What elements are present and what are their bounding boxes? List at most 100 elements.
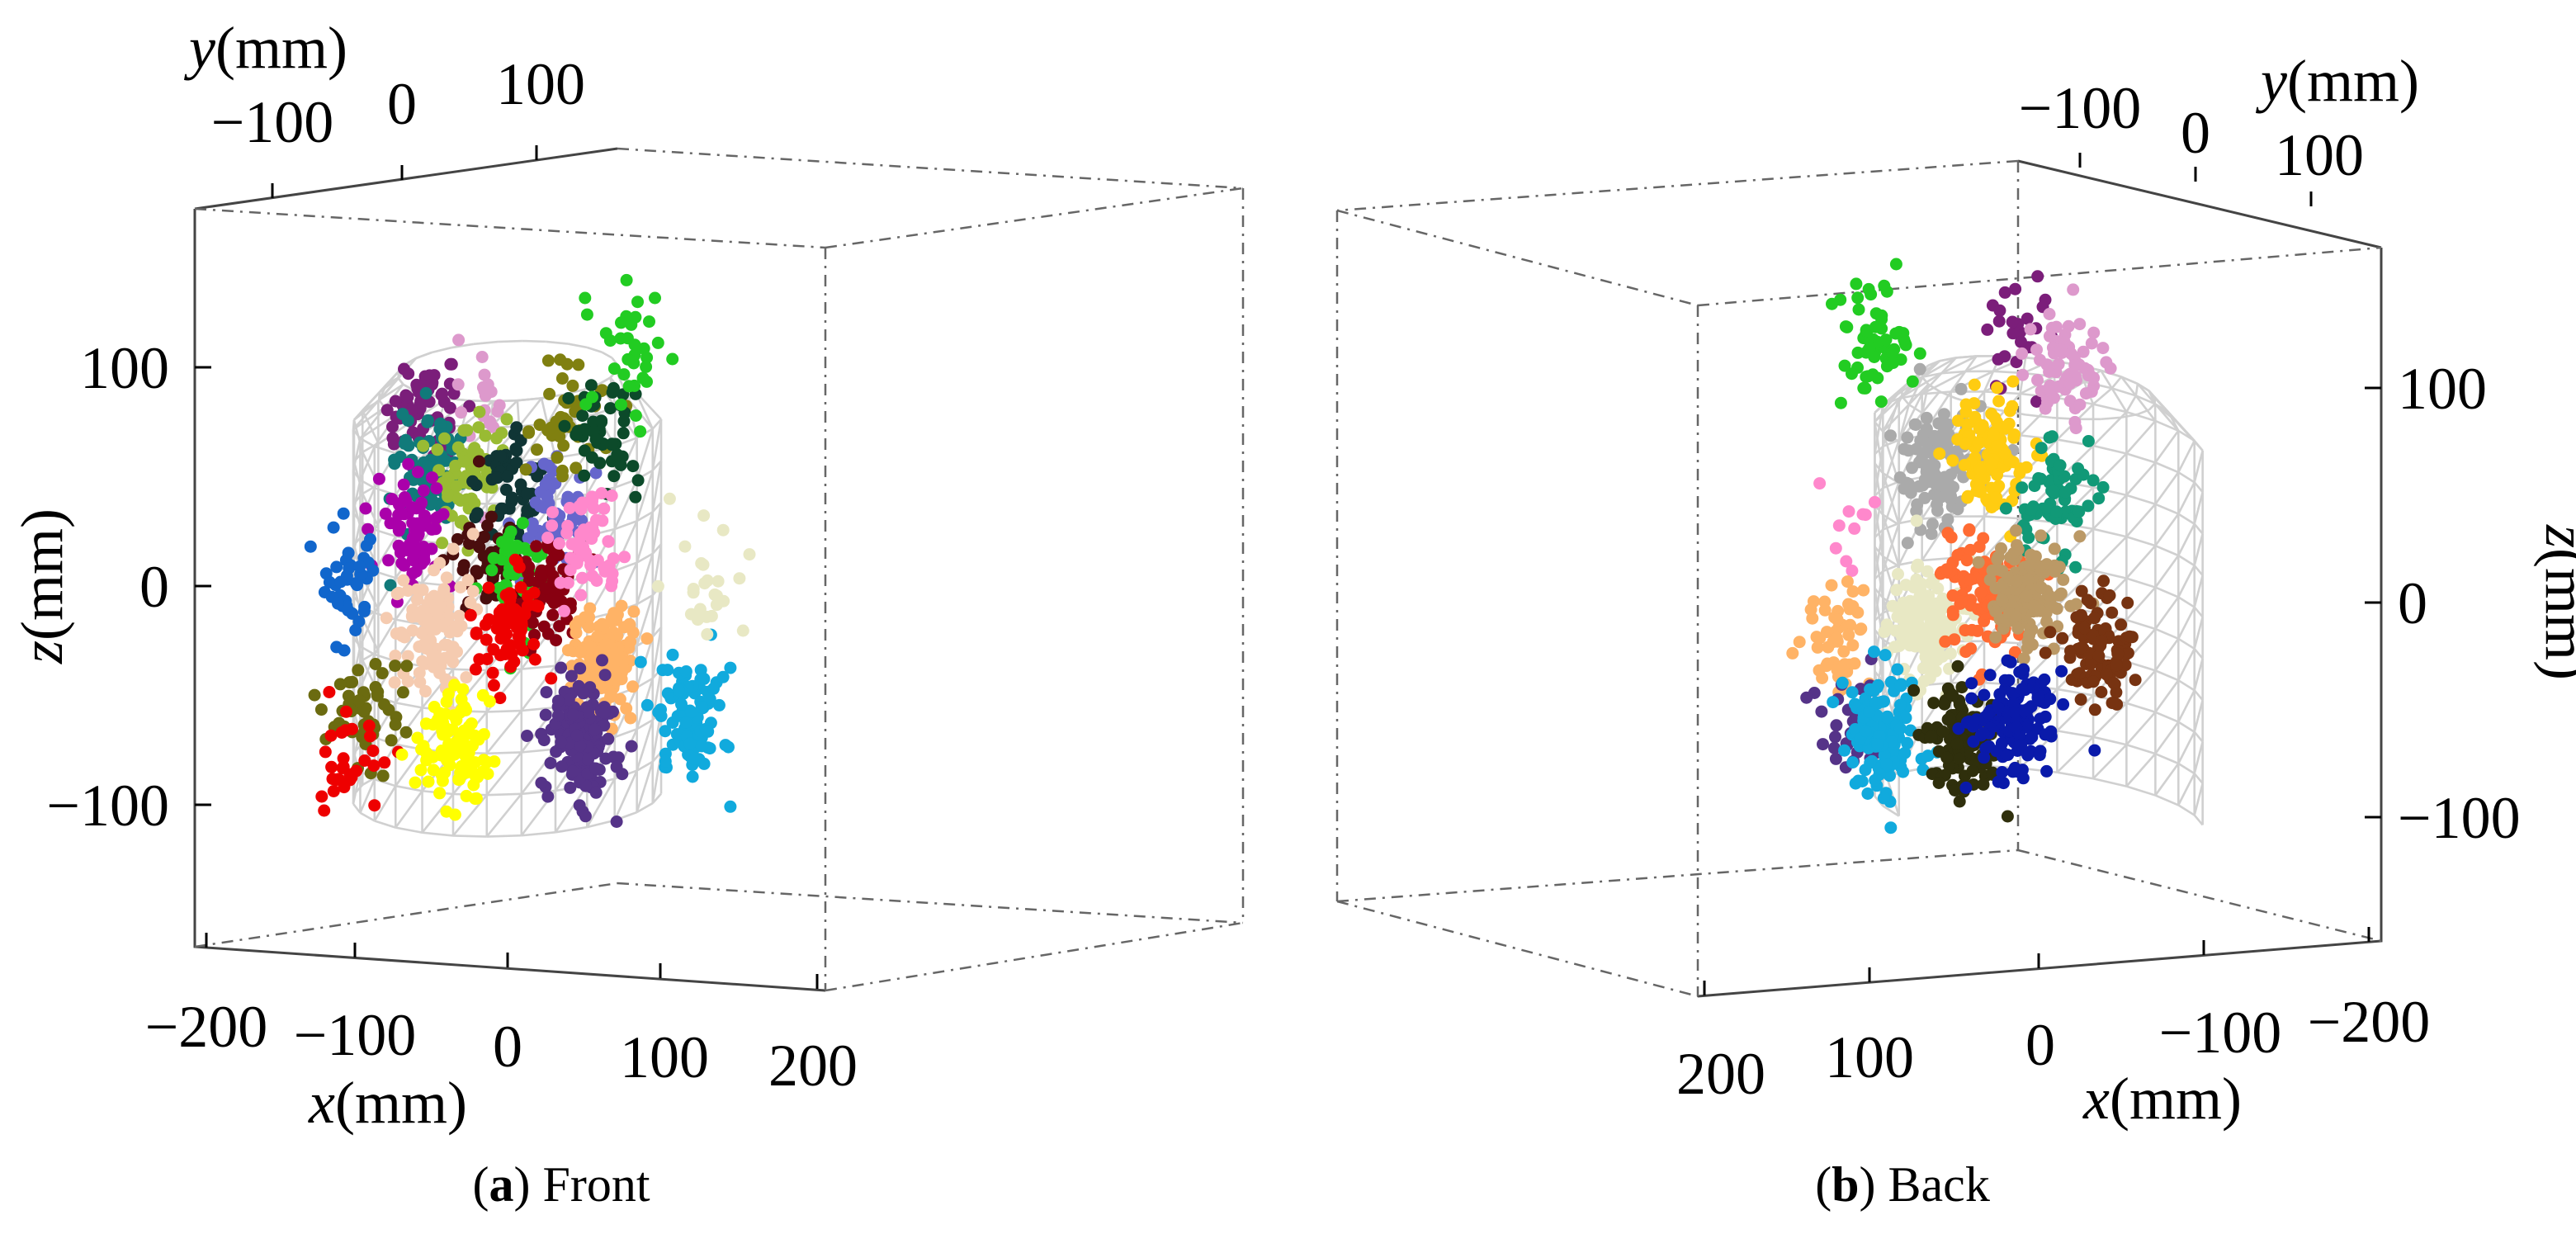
data-point (621, 332, 634, 345)
data-point (2056, 631, 2069, 645)
mesh-edge (2092, 536, 2128, 572)
mesh-edge (521, 706, 556, 712)
mesh-edge (1874, 529, 1884, 579)
data-point (701, 574, 714, 587)
data-point (695, 740, 708, 753)
data-point (598, 502, 611, 515)
data-point (607, 470, 621, 483)
data-point (522, 426, 536, 439)
data-point (537, 734, 551, 747)
data-point (2006, 327, 2020, 340)
data-point (693, 603, 707, 616)
data-point (683, 737, 697, 750)
data-point (2035, 581, 2048, 594)
data-point (615, 599, 628, 612)
data-point (446, 723, 459, 736)
x-axis-var: x (308, 1070, 335, 1136)
mesh-edge (1874, 462, 1884, 475)
data-point (2003, 404, 2016, 418)
data-point (389, 650, 402, 662)
data-point (612, 751, 625, 764)
data-point (549, 595, 562, 608)
mesh-edge (1908, 404, 1923, 414)
data-point (499, 589, 513, 602)
data-point (1953, 752, 1966, 765)
mesh-edge (1927, 383, 1940, 393)
mesh-edge (1898, 372, 1942, 400)
data-point (736, 624, 749, 637)
data-point (575, 571, 588, 584)
data-point (626, 680, 639, 693)
data-point (2111, 647, 2125, 660)
mesh-edge (1874, 421, 1884, 474)
y-axis-unit: (mm) (215, 15, 347, 81)
data-point (2016, 481, 2029, 494)
mesh-edge (2193, 450, 2204, 483)
mesh-edge (2092, 387, 2113, 405)
data-point (357, 604, 371, 617)
data-point (494, 692, 507, 705)
data-point (1940, 751, 1954, 764)
mesh-edge (636, 801, 654, 814)
data-point (1926, 730, 1938, 743)
mesh-edge (359, 811, 376, 822)
data-point (376, 667, 389, 680)
data-point (527, 638, 541, 650)
data-point (1829, 541, 1842, 555)
mesh-edge (1921, 372, 1943, 395)
data-point (452, 493, 465, 506)
data-point (1817, 738, 1829, 751)
data-point (1951, 660, 1964, 673)
z-tick-label: 100 (80, 335, 169, 401)
data-point (717, 594, 730, 608)
mesh-edge (359, 446, 376, 481)
data-point (1793, 636, 1806, 649)
data-point (384, 517, 397, 530)
panel-front-y-ticks: −100 0 100 (211, 51, 585, 198)
data-point (2025, 504, 2038, 517)
data-point (364, 532, 376, 546)
data-point (707, 682, 720, 695)
z-axis-var: z (2533, 524, 2576, 548)
data-point (703, 693, 716, 706)
data-point (1864, 683, 1877, 696)
data-point (1874, 395, 1888, 409)
data-point (1846, 565, 1859, 577)
data-point (1960, 554, 1973, 567)
data-point (2048, 391, 2060, 404)
panel-front-x-axis-label: x(mm) (308, 1070, 467, 1136)
data-point (380, 612, 393, 625)
panel-back-caption: (b) Back (1815, 1157, 1990, 1212)
data-point (1884, 675, 1898, 688)
panel-back: 100 0 −100 z(mm) 200 100 0 −100 −200 x(m… (1335, 48, 2576, 1212)
data-point (1993, 304, 2006, 317)
data-point (2064, 347, 2077, 360)
mesh-edge (2193, 741, 2204, 774)
data-point (1834, 396, 1847, 409)
data-point (389, 718, 402, 731)
mesh-edge (2134, 395, 2157, 422)
data-point (411, 466, 424, 479)
data-point (1913, 362, 1926, 376)
data-point (337, 507, 350, 520)
data-point (334, 575, 347, 589)
z-axis-var: z (9, 641, 75, 664)
data-point (2004, 655, 2017, 669)
data-point (1990, 439, 2003, 452)
data-point (1816, 672, 1829, 684)
data-point (1786, 646, 1799, 660)
data-point (1848, 522, 1861, 535)
data-point (415, 626, 428, 640)
data-point (332, 597, 344, 610)
data-point (2018, 704, 2030, 717)
data-point (554, 353, 567, 366)
data-point (629, 490, 642, 504)
data-point (500, 611, 513, 624)
data-point (414, 675, 427, 688)
mesh-edge (636, 511, 654, 522)
data-point (1996, 766, 2009, 778)
mesh-edge (2135, 395, 2156, 405)
data-point (1936, 726, 1950, 738)
data-point (2110, 686, 2123, 699)
data-point (2103, 589, 2116, 602)
